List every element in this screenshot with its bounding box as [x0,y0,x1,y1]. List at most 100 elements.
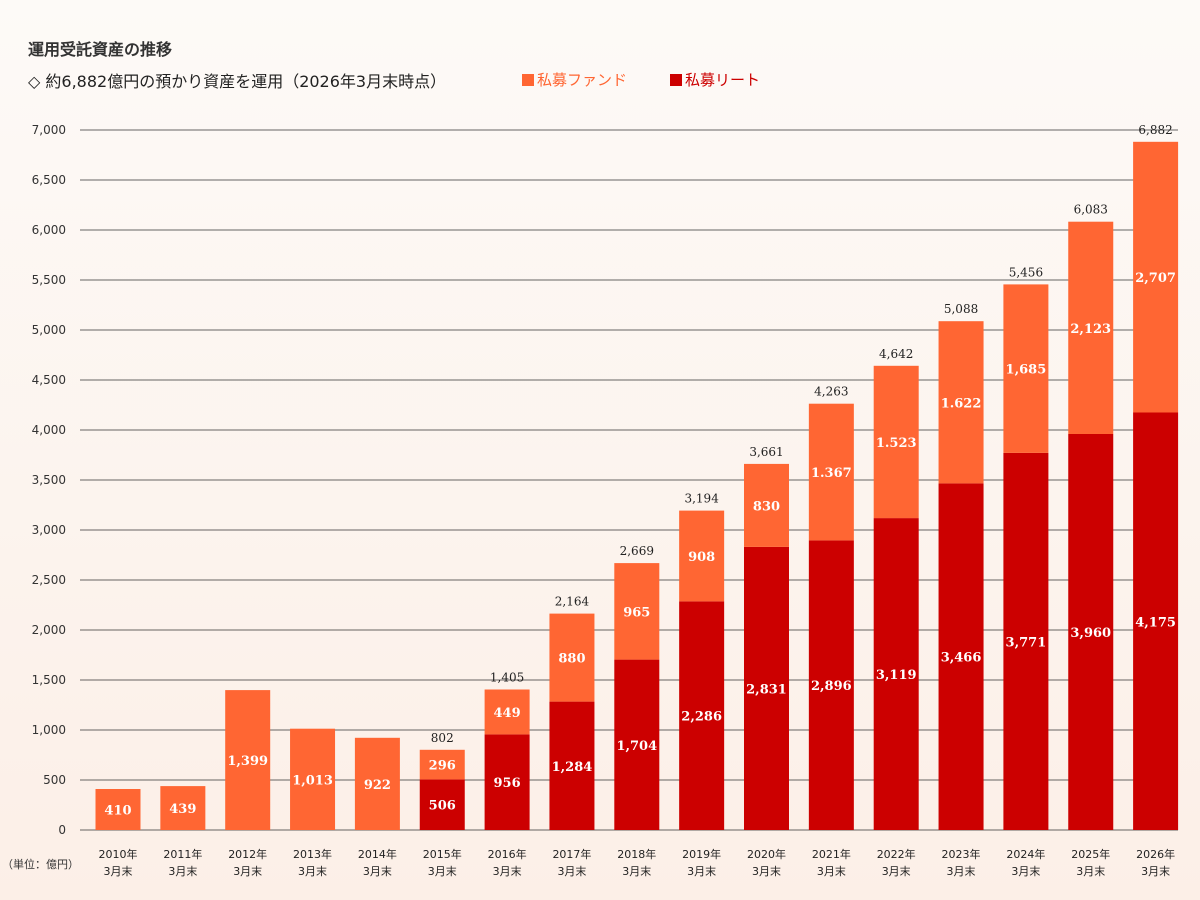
x-tick-label-month: 3月末 [947,864,976,878]
total-label: 2,164 [555,595,590,609]
bar-label-funds: 439 [169,802,196,817]
bar-reit [808,540,854,830]
bar-label-reit: 2,896 [811,679,852,694]
y-tick-label: 3,500 [32,473,66,487]
bar-funds [1068,221,1114,434]
bar-funds [95,789,141,830]
legend-label-funds: 私募ファンド [537,71,628,89]
total-label: 5,088 [944,302,978,316]
bar-funds [225,690,271,830]
bar-funds [679,510,725,602]
bar-funds [484,689,530,735]
x-tick-label-month: 3月末 [363,864,392,878]
bar-label-reit: 4,175 [1135,615,1176,630]
bar-funds [354,737,400,830]
y-tick-label: 1,000 [32,723,66,737]
bar-label-reit: 3,771 [1006,635,1047,650]
legend-label-reit: 私募リート [685,71,761,89]
bar-funds [1133,141,1179,413]
bar-label-reit: 3,466 [941,651,982,666]
bar-label-reit: 1,704 [616,739,657,754]
y-tick-label: 2,500 [32,573,66,587]
bar-label-funds: 449 [494,706,521,721]
bar-label-funds: 296 [429,759,456,774]
bar-label-funds: 1.523 [876,436,917,451]
bar-reit [873,518,919,830]
bar-label-funds: 410 [104,804,131,819]
x-tick-label-year: 2013年 [293,847,332,861]
bar-label-funds: 922 [364,778,391,793]
bar-reit [744,546,789,830]
total-label: 802 [431,731,454,745]
x-tick-label-month: 3月末 [687,864,716,878]
legend-swatch-reit [670,73,682,86]
bar-funds [290,728,336,830]
y-tick-label: 3,000 [32,523,66,537]
bar-funds [614,563,660,660]
x-tick-label-year: 2017年 [552,847,591,861]
total-label: 2,669 [620,544,654,558]
total-label: 6,083 [1074,203,1108,217]
bar-funds [938,321,984,484]
y-tick-label: 5,500 [32,273,66,287]
x-tick-label-year: 2023年 [942,847,981,861]
bar-label-funds: 2,123 [1070,322,1111,337]
x-tick-label-month: 3月末 [817,864,846,878]
x-tick-label-month: 3月末 [233,864,262,878]
chart-subtitle: ◇ 約6,882億円の預かり資産を運用（2026年3月末時点） [28,72,447,91]
y-tick-label: 0 [58,823,66,837]
bar-funds [808,403,854,541]
bar-reit [938,483,984,830]
bar-label-funds: 908 [688,550,715,565]
total-label: 4,642 [879,347,913,361]
total-label: 5,456 [1009,265,1043,279]
x-tick-label-month: 3月末 [104,864,133,878]
x-tick-label-month: 3月末 [493,864,522,878]
x-tick-label-year: 2024年 [1006,847,1045,861]
unit-label: （単位：億円） [2,858,79,871]
bar-label-funds: 1.367 [811,466,852,481]
bar-reit [549,701,595,830]
bar-funds [744,463,789,547]
x-tick-label-month: 3月末 [622,864,651,878]
bar-label-reit: 2,831 [746,682,787,697]
x-tick-label-month: 3月末 [557,864,586,878]
bar-label-funds: 965 [623,605,650,620]
y-tick-label: 7,000 [32,123,66,137]
x-tick-label-year: 2020年 [747,847,786,861]
total-label: 6,882 [1138,123,1172,137]
y-tick-label: 4,500 [32,373,66,387]
bar-label-reit: 2,286 [681,710,722,725]
x-tick-label-year: 2026年 [1136,847,1175,861]
bar-reit [679,601,725,830]
bar-label-funds: 1,399 [227,754,268,769]
bar-label-reit: 3,960 [1070,626,1111,641]
y-tick-label: 2,000 [32,623,66,637]
bar-label-reit: 3,119 [876,668,917,683]
legend-swatch-funds [522,73,534,86]
bar-label-funds: 2,707 [1135,271,1176,286]
y-tick-label: 6,500 [32,173,66,187]
x-tick-label-year: 2014年 [358,847,397,861]
total-label: 3,661 [749,445,783,459]
bar-reit [614,659,660,830]
bar-reit [1133,412,1179,830]
x-tick-label-year: 2021年 [812,847,851,861]
bar-funds [549,613,595,702]
legend-item-funds: 私募ファンド [522,69,627,90]
x-tick-label-year: 2012年 [228,847,267,861]
bar-label-reit: 956 [494,776,521,791]
y-tick-label: 6,000 [32,223,66,237]
bar-funds [419,749,465,780]
x-tick-label-year: 2016年 [488,847,527,861]
bar-funds [160,786,206,830]
x-tick-label-month: 3月末 [298,864,327,878]
chart-title: 運用受託資産の推移 [28,40,173,59]
bar-reit [1068,434,1114,830]
bar-label-funds: 1,685 [1006,363,1047,378]
y-tick-label: 5,000 [32,323,66,337]
x-tick-label-month: 3月末 [1011,864,1040,878]
total-label: 4,263 [814,385,848,399]
x-tick-label-year: 2019年 [682,847,721,861]
